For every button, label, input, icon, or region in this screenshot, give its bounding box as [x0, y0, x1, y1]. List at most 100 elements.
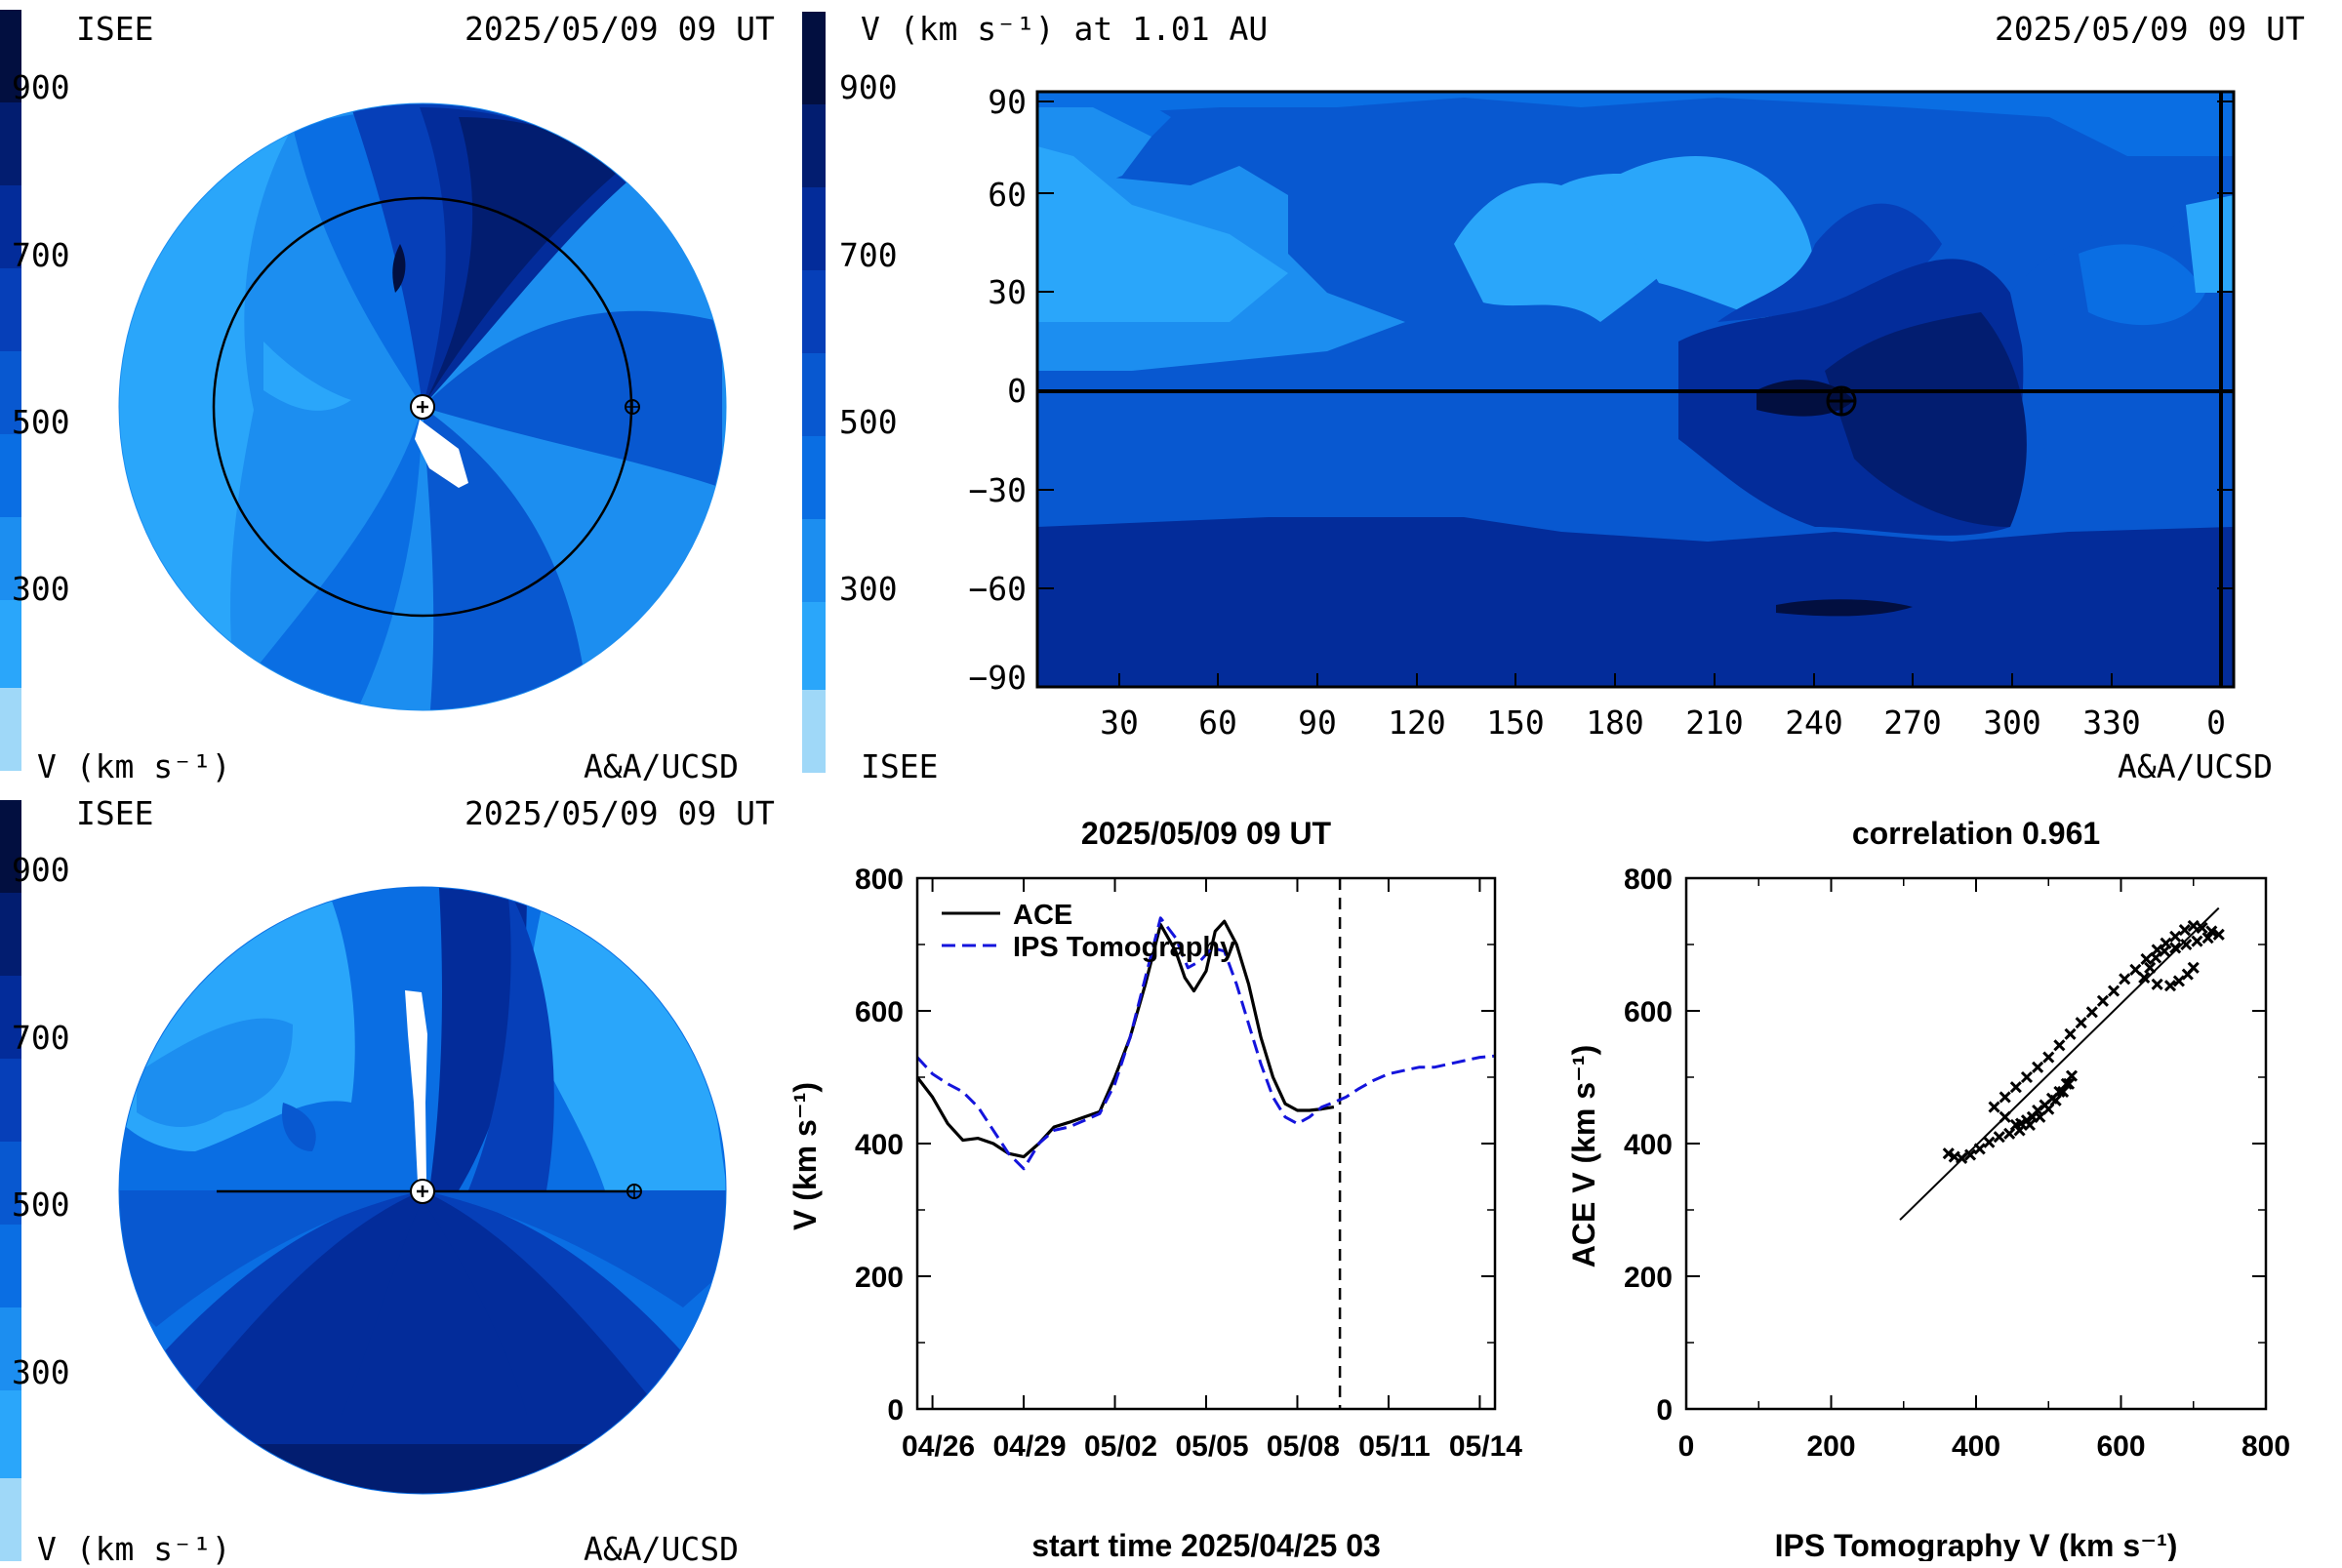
scatter-point — [2065, 1069, 2079, 1082]
x-tick-label: 04/26 — [902, 1430, 975, 1463]
cb-tick-label: 500 — [839, 403, 898, 441]
scatter-point — [2042, 1051, 2055, 1064]
cb-tick-label: 900 — [839, 68, 898, 106]
y-tick-label: 600 — [855, 996, 904, 1028]
scatter-point — [2026, 1110, 2039, 1123]
y-tick-label: 30 — [988, 273, 1027, 311]
scatter-point — [2180, 938, 2193, 951]
top-left-panel: 900 700 500 300 ISEE 2025/05/09 09 UT V … — [0, 0, 781, 785]
series-line-ips-tomography — [915, 916, 1496, 1171]
x-tick-label: 120 — [1388, 704, 1446, 742]
legend: ACE IPS Tomography — [942, 900, 1235, 963]
cb-seg — [0, 1478, 21, 1561]
x-tick-label: 800 — [2241, 1430, 2290, 1463]
scatter-point — [2096, 994, 2109, 1007]
x-tick-label: 60 — [1198, 704, 1237, 742]
scatter-point — [1973, 1143, 1986, 1155]
time-series-panel: 2025/05/09 09 UT start time 2025/04/25 0… — [781, 781, 1561, 1563]
scatter-point — [2178, 923, 2191, 937]
cb-seg — [0, 102, 21, 185]
cb-seg — [0, 1225, 21, 1307]
credit-label: A&A/UCSD — [584, 747, 739, 785]
scatter-point — [2201, 932, 2214, 945]
y-tick-label: 400 — [1624, 1129, 1673, 1161]
datetime-label: 2025/05/09 09 UT — [1995, 10, 2305, 48]
scatter-point — [2212, 928, 2225, 941]
x-tick-label: 600 — [2096, 1430, 2145, 1463]
y-tick-label: 60 — [988, 176, 1027, 214]
cb-seg — [0, 1059, 21, 1142]
cb-seg — [802, 353, 826, 436]
x-tick-label: 05/11 — [1358, 1430, 1430, 1463]
plot-frame — [915, 876, 1497, 1411]
top-left-polar-map — [118, 102, 727, 711]
scatter-point — [2075, 1017, 2087, 1029]
scatter-point — [2057, 1085, 2070, 1099]
credit-label: A&A/UCSD — [2118, 747, 2273, 785]
scatter-point — [1999, 1091, 2011, 1104]
bottom-left-meridional-map — [118, 886, 727, 1495]
map-title: V (km s⁻¹) at 1.01 AU — [861, 10, 1269, 48]
scatter-point — [1963, 1148, 1977, 1161]
scatter-point — [2187, 919, 2200, 933]
cb-tick-label: 900 — [12, 851, 70, 889]
x-tick-label: 0 — [2206, 704, 2226, 742]
y-tick-label: 90 — [988, 83, 1027, 121]
cb-seg — [0, 1307, 21, 1390]
x-tick-label: 200 — [1806, 1430, 1855, 1463]
cb-tick-label: 700 — [839, 236, 898, 274]
cb-tick-label: 900 — [12, 68, 70, 106]
scatter-point — [2032, 1061, 2044, 1073]
scatter-point — [1956, 1151, 1968, 1165]
x-tick-label: 240 — [1785, 704, 1843, 742]
cb-seg — [0, 185, 21, 268]
series-line-ace — [915, 919, 1335, 1159]
y-tick-label: −60 — [968, 570, 1027, 608]
y-tick-label: 200 — [1624, 1262, 1673, 1294]
lat-lon-map: 90 60 30 0 −30 −60 −90 30 60 90 120 150 … — [968, 83, 2236, 742]
scatter-point — [2169, 942, 2182, 954]
x-tick-label: 05/02 — [1084, 1430, 1157, 1463]
x-tick-label: 05/08 — [1267, 1430, 1340, 1463]
cb-seg — [0, 600, 21, 688]
legend-ips-label: IPS Tomography — [1013, 932, 1235, 963]
bottom-left-colorbar — [0, 800, 21, 1561]
y-tick-label: 600 — [1624, 996, 1673, 1028]
org-label: ISEE — [76, 794, 154, 832]
datetime-label: 2025/05/09 09 UT — [464, 10, 775, 48]
scatter-point — [2085, 1006, 2098, 1019]
scatter-point — [1993, 1131, 2005, 1144]
y-tick-label: 200 — [855, 1262, 904, 1294]
cb-tick-label: 300 — [12, 1353, 70, 1391]
scatter-point — [2151, 978, 2163, 990]
cb-seg — [0, 976, 21, 1059]
x-tick-label: 210 — [1685, 704, 1744, 742]
scatter-point — [1942, 1147, 1955, 1160]
top-right-colorbar — [802, 12, 826, 773]
observation-wedge — [415, 420, 468, 488]
y-tick-label: 800 — [1624, 864, 1673, 896]
x-tick-label: 05/05 — [1175, 1430, 1248, 1463]
scatter-point — [2196, 921, 2208, 935]
cb-tick-label: 700 — [12, 236, 70, 274]
y-tick-label: 400 — [855, 1129, 904, 1161]
chart-title: correlation 0.961 — [1852, 816, 2100, 851]
top-right-panel: 900 700 500 300 V (km s⁻¹) at 1.01 AU 20… — [781, 0, 2342, 785]
observation-wedge — [405, 990, 427, 1183]
org-label: ISEE — [76, 10, 154, 48]
x-axis-label: IPS Tomography V (km s⁻¹) — [1775, 1528, 2178, 1561]
scatter-point — [1983, 1136, 1996, 1148]
scatter-point — [2169, 930, 2182, 943]
cb-tick-label: 300 — [839, 570, 898, 608]
x-tick-label: 400 — [1952, 1430, 2000, 1463]
units-label: V (km s⁻¹) — [37, 747, 231, 785]
scatter-point — [2129, 963, 2142, 976]
y-axis-label: ACE V (km s⁻¹) — [1566, 1045, 1601, 1267]
scatter-point — [2064, 1027, 2077, 1040]
y-tick-label: 0 — [1656, 1394, 1673, 1427]
y-axis-label: V (km s⁻¹) — [787, 1082, 823, 1230]
x-axis-ticks — [1118, 673, 2113, 687]
cb-seg — [0, 351, 21, 434]
scatter-point — [2191, 935, 2203, 947]
x-tick-label: 330 — [2082, 704, 2141, 742]
